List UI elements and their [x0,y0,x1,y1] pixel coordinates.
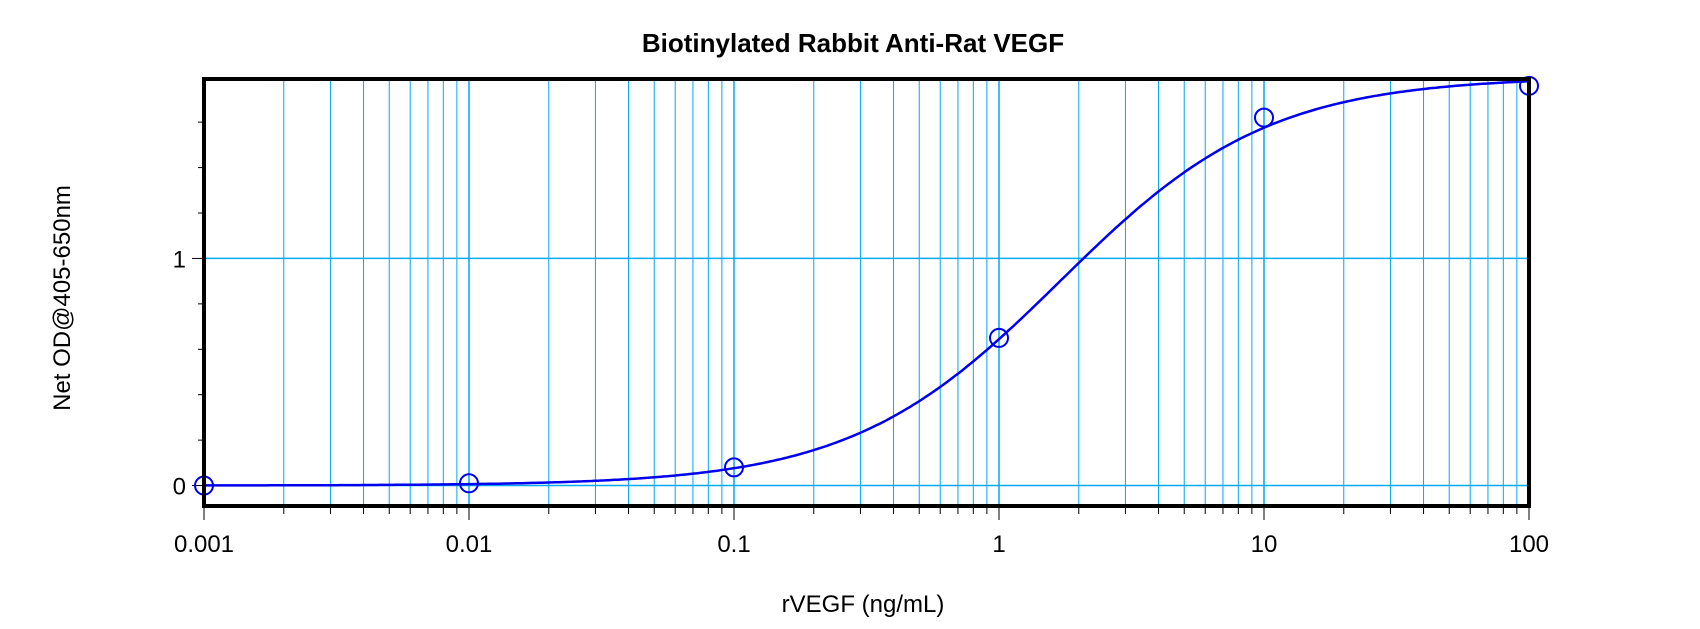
data-point [724,457,744,478]
x-tick-label: 1 [992,531,1005,558]
fit-curve [204,80,1530,487]
x-tick-label: 0.1 [717,531,750,558]
grid [203,79,1529,506]
data-point [1254,107,1274,128]
x-tick-label: 10 [1251,531,1278,558]
x-tick-label: 0.01 [446,531,493,558]
x-tick-label: 100 [1509,531,1549,558]
y-tick-label: 1 [173,246,186,273]
data-points [194,75,1539,496]
data-point [989,327,1009,348]
y-axis-label: Net OD@405-650nm [49,185,76,411]
x-axis-label: rVEGF (ng/mL) [782,591,945,618]
chart-title: Biotinylated Rabbit Anti-Rat VEGF [642,28,1064,58]
y-tick-label: 0 [173,474,186,501]
y-tick-labels: 01 [173,246,186,500]
plot-frame [202,77,1531,508]
fit-curve-group [204,80,1530,487]
x-tick-label: 0.001 [174,531,234,558]
data-point [459,473,479,494]
x-tick-labels: 0.001 0.01 0.1 1 10 100 [174,531,1549,558]
